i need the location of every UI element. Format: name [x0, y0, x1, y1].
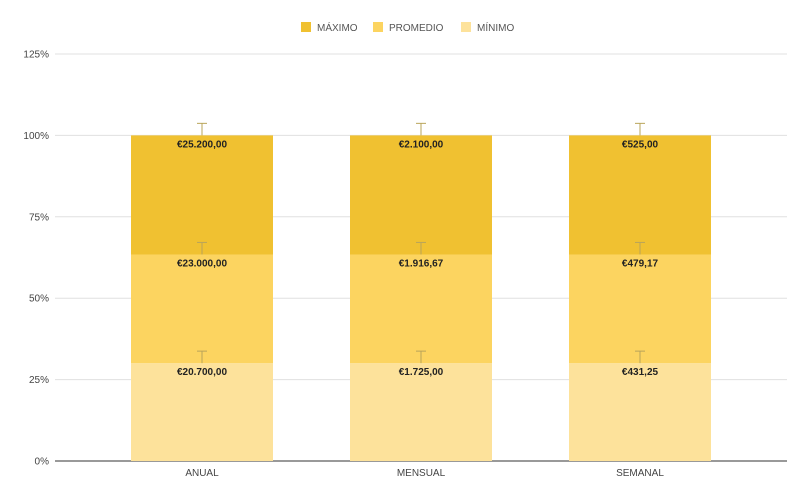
bar-segment	[569, 254, 711, 364]
y-tick-label: 0%	[35, 457, 50, 468]
legend-swatch	[373, 22, 383, 32]
bar-segment	[350, 254, 492, 364]
y-tick-label: 25%	[29, 375, 49, 386]
y-tick-label: 75%	[29, 212, 49, 223]
bar-segment	[569, 135, 711, 255]
legend-swatch	[461, 22, 471, 32]
data-label: €431,25	[622, 367, 659, 378]
y-tick-label: 50%	[29, 294, 49, 305]
x-tick-label: SEMANAL	[616, 468, 664, 479]
data-label: €2.100,00	[399, 139, 444, 150]
legend-swatch	[301, 22, 311, 32]
y-tick-label: 125%	[23, 50, 49, 61]
data-label: €1.916,67	[399, 258, 444, 269]
data-label: €525,00	[622, 139, 659, 150]
bar-segment	[131, 135, 273, 255]
bar-segment	[131, 254, 273, 364]
y-tick-label: 100%	[23, 131, 49, 142]
legend-label: MÁXIMO	[317, 21, 358, 34]
legend-label: PROMEDIO	[389, 23, 444, 34]
bar-segment	[350, 135, 492, 255]
data-label: €1.725,00	[399, 367, 444, 378]
data-label: €479,17	[622, 258, 659, 269]
data-label: €20.700,00	[177, 367, 227, 378]
bar-segment	[350, 363, 492, 461]
bar-segment	[569, 363, 711, 461]
legend-label: MÍNIMO	[477, 21, 514, 34]
data-label: €23.000,00	[177, 258, 227, 269]
data-label: €25.200,00	[177, 139, 227, 150]
x-tick-label: ANUAL	[185, 468, 219, 479]
bar-segment	[131, 363, 273, 461]
x-tick-label: MENSUAL	[397, 468, 446, 479]
